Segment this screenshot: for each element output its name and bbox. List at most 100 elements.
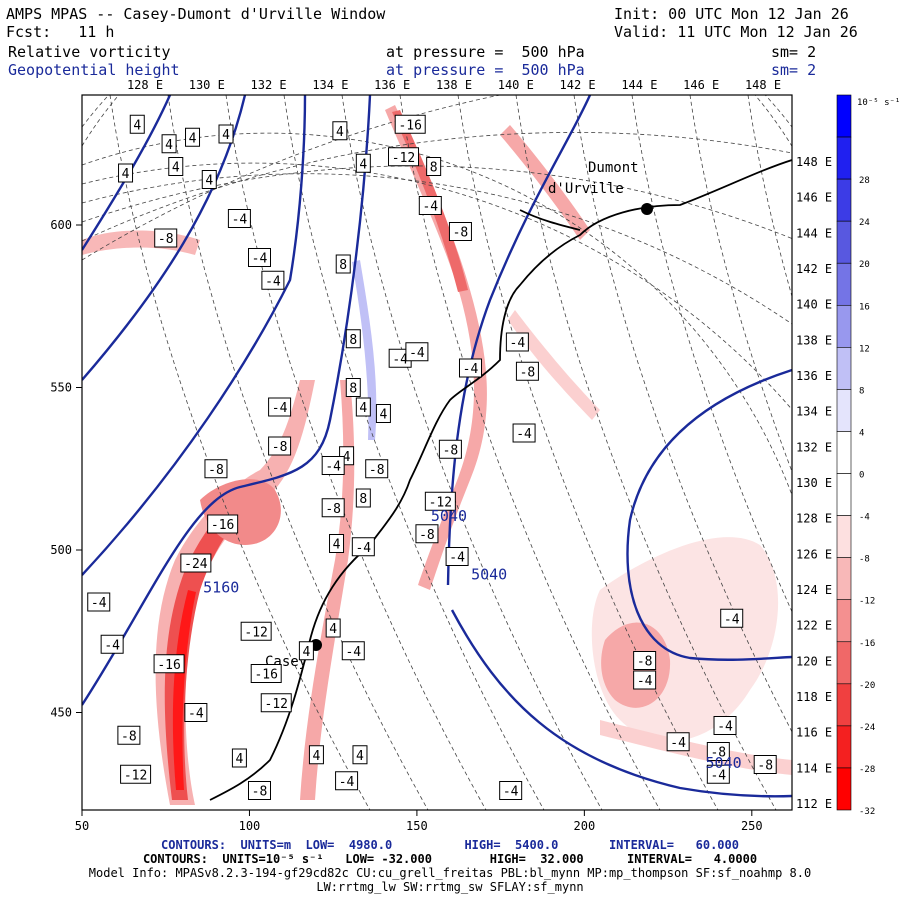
vorticity-label-text: 8	[339, 258, 347, 273]
vorticity-label: -8	[753, 755, 777, 774]
graticule-parallel	[82, 95, 502, 261]
vorticity-label-text: -12	[244, 625, 267, 640]
colorbar-label: 12	[859, 344, 870, 354]
vorticity-label: 4	[355, 397, 371, 417]
lon-label-right: 130 E	[796, 476, 832, 490]
vorticity-label-box	[201, 170, 217, 189]
vorticity-band-mid	[300, 380, 355, 800]
graticule-meridian	[167, 95, 429, 810]
vorticity-label-box	[87, 592, 111, 612]
colorbar-swatch	[836, 220, 852, 264]
vorticity-label-box	[218, 124, 234, 144]
vorticity-label: 4	[308, 745, 324, 765]
vorticity-label: 4	[375, 404, 391, 423]
lon-label-right: 142 E	[796, 262, 832, 276]
vorticity-label: -4	[248, 248, 271, 267]
vorticity-label-text: -8	[369, 463, 385, 478]
vorticity-label-box	[753, 755, 777, 774]
vorticity-label-text: -12	[265, 697, 288, 712]
graticule-parallel	[82, 162, 792, 410]
vorticity-label: -16	[153, 654, 185, 674]
vorticity-label-text: 4	[359, 157, 367, 172]
vorticity-label-box	[180, 553, 212, 573]
vorticity-label-text: -4	[449, 551, 465, 566]
vorticity-label-box	[308, 745, 324, 765]
vorticity-label-box	[345, 329, 361, 349]
lon-label-top: 146 E	[683, 78, 719, 92]
positive-vorticity-streak	[352, 260, 377, 440]
vorticity-label-box	[248, 248, 271, 267]
lon-label-top: 128 E	[127, 78, 163, 92]
vorticity-label-text: -4	[339, 775, 355, 790]
vorticity-label-text: 8	[349, 382, 357, 397]
vorticity-label-box	[240, 621, 272, 641]
lon-label-top: 148 E	[745, 78, 781, 92]
vorticity-label: -8	[706, 742, 730, 761]
vorticity-label-text: 4	[336, 125, 344, 140]
vorticity-label-text: 4	[165, 138, 173, 153]
vorticity-label-box	[418, 196, 442, 215]
init-time: Init: 00 UTC Mon 12 Jan 26	[614, 5, 849, 23]
graticule-meridian	[689, 95, 792, 473]
vorticity-label: -12	[260, 693, 292, 713]
vorticity-label-text: 4	[329, 622, 337, 637]
vorticity-label-box	[268, 397, 292, 417]
colorbar-label: -28	[859, 765, 875, 775]
vorticity-label-text: -8	[710, 746, 726, 761]
height-contour	[446, 95, 592, 586]
vorticity-label-text: 8	[359, 492, 367, 507]
vorticity-label-box	[321, 456, 345, 475]
vorticity-label-text: -4	[409, 346, 425, 361]
vorticity-label-box	[445, 547, 469, 566]
vorticity-label-box	[227, 209, 251, 228]
vorticity-label-text: -12	[429, 495, 452, 510]
vorticity-label-box	[405, 342, 429, 362]
colorbar-label: -12	[859, 597, 875, 607]
vorticity-label: 4	[161, 134, 177, 154]
vorticity-label: -8	[268, 436, 292, 456]
graticule-parallel	[82, 132, 792, 496]
vorticity-label-box	[415, 524, 439, 544]
lon-label-right: 128 E	[796, 512, 832, 526]
vorticity-label-text: -4	[325, 460, 341, 475]
vorticity-label-text: -4	[516, 427, 532, 442]
vorticity-label-text: -12	[124, 768, 147, 783]
colorbar-swatch	[836, 725, 852, 769]
vorticity-label-text: 4	[313, 749, 321, 764]
vorticity-label: -4	[633, 670, 657, 690]
vorticity-label-text: 4	[343, 450, 351, 465]
vorticity-label-box	[120, 764, 152, 784]
vorticity-label-box	[332, 121, 348, 141]
vorticity-label-box	[351, 537, 375, 557]
vorticity-label: 4	[329, 534, 345, 553]
station-dumont: Dumont d'Urville	[548, 160, 653, 215]
y-tick-label: 550	[50, 381, 72, 395]
vorticity-label-box	[458, 358, 482, 378]
vorticity-label: -4	[713, 716, 737, 735]
vorticity-label: 4	[231, 748, 247, 768]
vorticity-label-box	[154, 228, 178, 248]
vorticity-label: -4	[499, 781, 523, 800]
vorticity-label-box	[633, 651, 657, 670]
vorticity-label-text: -4	[724, 612, 740, 627]
vorticity-label: -12	[240, 621, 272, 641]
graticule-meridian	[225, 95, 487, 810]
vorticity-label-text: -4	[232, 213, 248, 228]
vorticity-label-text: 8	[430, 161, 438, 176]
vorticity-label: -8	[438, 439, 462, 459]
vorticity-label-box	[355, 153, 371, 173]
vorticity-label-box	[248, 781, 271, 800]
vorticity-label: 4	[355, 153, 371, 173]
vorticity-label-box	[352, 745, 368, 765]
vorticity-label-box	[375, 404, 391, 423]
vorticity-label-box	[100, 634, 124, 654]
lon-label-right: 124 E	[796, 583, 832, 597]
vorticity-label-text: -4	[422, 200, 438, 215]
lon-label-right: 148 E	[796, 155, 832, 169]
colorbar-label: -20	[859, 681, 875, 691]
colorbar-swatch	[836, 515, 852, 558]
height-label: 5040	[471, 565, 507, 583]
vorticity-label-box	[448, 222, 472, 241]
vorticity-label: 8	[345, 378, 361, 397]
vorticity-label-text: -8	[419, 528, 435, 543]
